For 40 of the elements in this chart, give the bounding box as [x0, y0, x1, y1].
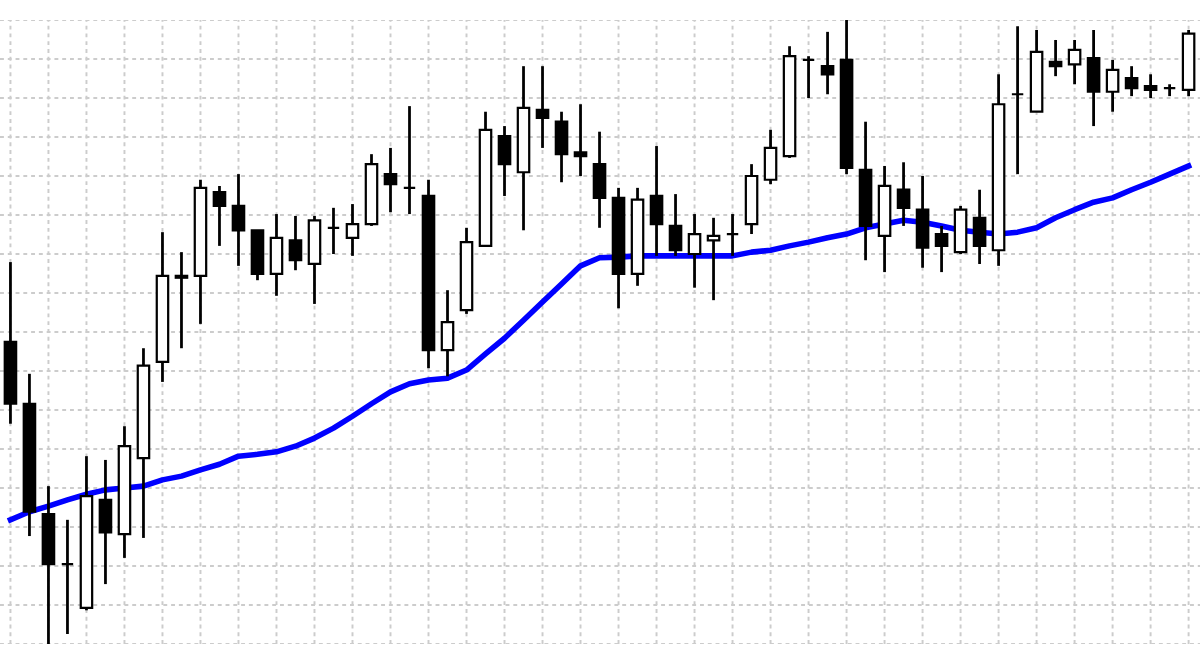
candlestick — [687, 212, 702, 290]
candlestick — [535, 64, 550, 150]
candlestick — [649, 144, 664, 258]
candlestick — [820, 30, 835, 96]
candlestick — [212, 184, 227, 248]
candlestick — [896, 160, 911, 228]
candlestick — [668, 192, 683, 258]
candlestick — [1048, 38, 1063, 78]
candlestick — [326, 206, 341, 256]
candlestick — [1124, 64, 1139, 98]
candlestick — [231, 172, 246, 268]
candlestick — [1086, 28, 1101, 128]
candlestick — [440, 288, 455, 378]
candlestick — [307, 214, 322, 306]
candlestick — [972, 188, 987, 266]
candlestick — [1143, 72, 1158, 100]
candlestick — [383, 146, 398, 214]
candlestick — [1162, 82, 1177, 98]
candlestick — [1010, 24, 1025, 176]
candlestick — [706, 216, 721, 302]
candlestick — [1067, 38, 1082, 86]
candlestick — [763, 128, 778, 186]
candlestick — [953, 204, 968, 256]
candlestick — [269, 212, 284, 298]
candlestick — [554, 110, 569, 184]
candlestick — [573, 102, 588, 178]
candlestick — [288, 214, 303, 272]
candlestick — [934, 224, 949, 274]
candlestick — [497, 124, 512, 198]
candlestick — [345, 202, 360, 258]
candlestick — [592, 130, 607, 230]
candlestick — [1105, 58, 1120, 114]
candlestick — [801, 54, 816, 100]
candlestick — [915, 174, 930, 270]
candlestick — [402, 104, 417, 216]
candlestick — [98, 458, 113, 586]
candlestick — [725, 212, 740, 258]
candlestick — [174, 250, 189, 350]
candlestick — [60, 518, 75, 636]
candlestick — [250, 228, 265, 282]
